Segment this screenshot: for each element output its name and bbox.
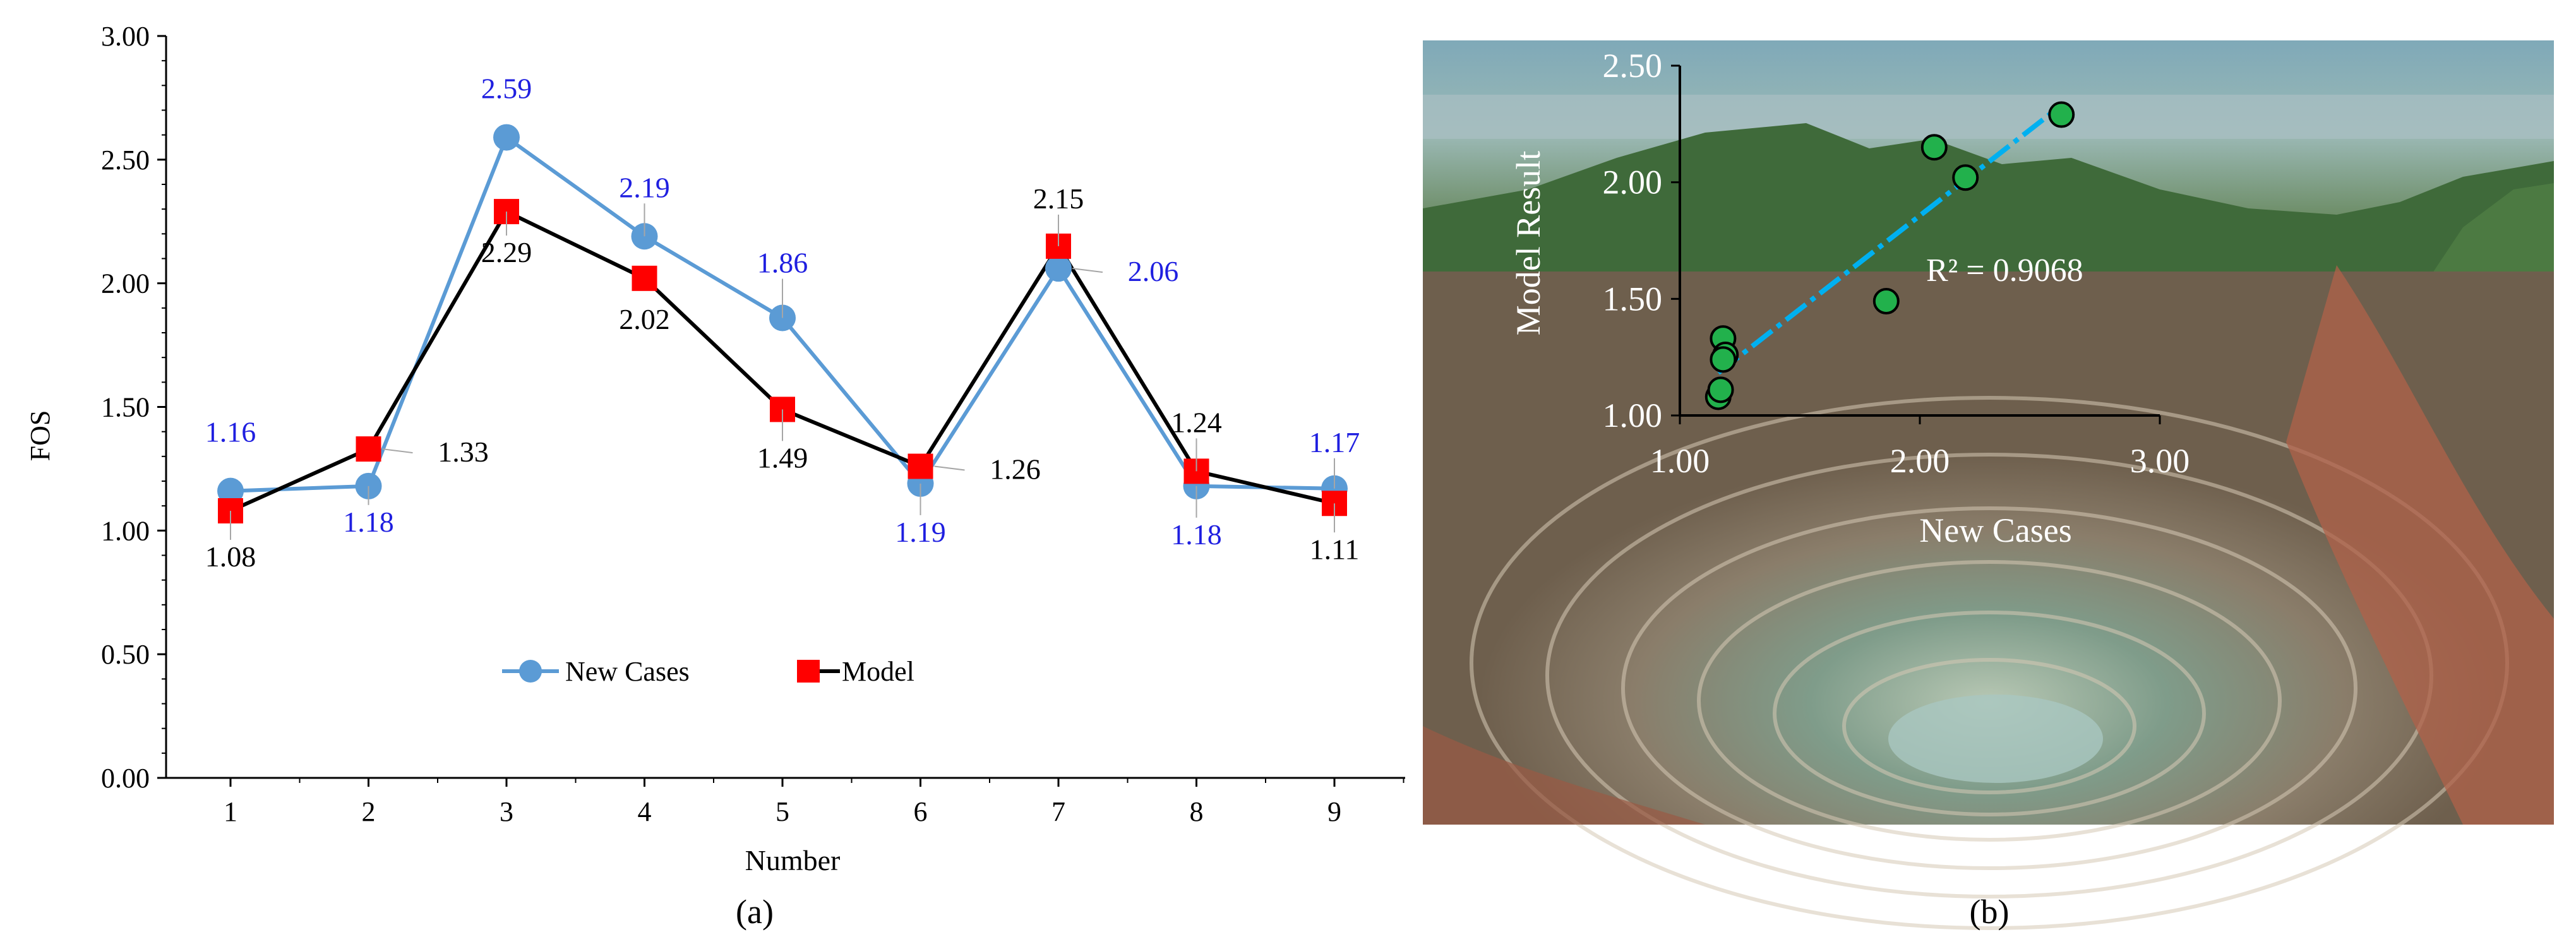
legend-model-marker [797, 660, 820, 683]
new-cases-data-label: 1.19 [895, 516, 946, 548]
y-tick-label: 0.00 [101, 763, 150, 794]
legend-new-cases-label: New Cases [565, 656, 690, 687]
model-data-label: 2.29 [481, 236, 532, 268]
y-tick-label: 2.00 [1603, 164, 1663, 201]
x-axis-title: Number [745, 844, 841, 876]
scatter-point [1952, 164, 1979, 191]
x-tick-label: 1 [224, 796, 237, 827]
x-tick-label: 2 [362, 796, 376, 827]
model-data-label: 1.33 [438, 436, 489, 468]
x-tick-label: 2.00 [1890, 442, 1950, 480]
y-tick-label: 3.00 [101, 21, 150, 52]
model-data-label: 1.24 [1171, 406, 1222, 438]
y-axis: 0.00 0.50 1.00 1.50 2.00 2.50 3.00 [101, 21, 167, 794]
mine-photo-background [1423, 40, 2554, 930]
panel-label-a: (a) [736, 893, 774, 931]
scatter-point [1707, 376, 1734, 403]
scatter-point [1710, 346, 1737, 373]
model-data-label: 1.08 [205, 540, 256, 573]
linear-trendline [1716, 103, 2063, 375]
y-tick-label: 2.50 [101, 145, 150, 176]
scatter-chart-model-vs-new-cases: 1.00 1.50 2.00 2.50 1.00 2.00 3.00 Model Resul… [1423, 40, 2554, 931]
new-cases-data-label: 2.19 [619, 171, 670, 203]
new-cases-data-label: 1.18 [1171, 518, 1222, 551]
data-labels: 1.16 1.18 2.59 2.19 1.86 1.19 2.06 1.18 1.17 1.08… [205, 73, 1360, 573]
model-data-label: 1.11 [1310, 533, 1360, 565]
new-cases-data-label: 2.59 [481, 73, 532, 105]
model-point [356, 436, 381, 462]
x-tick-label: 8 [1190, 796, 1204, 827]
trendline [1716, 103, 2063, 375]
y-tick-label: 1.00 [1603, 397, 1663, 434]
r-squared-annotation: R² = 0.9068 [1926, 253, 2083, 289]
x-tick-label: 3 [500, 796, 513, 827]
new-cases-data-label: 1.16 [205, 416, 256, 448]
x-axis-title: New Cases [1919, 511, 2071, 549]
y-axis-title: FOS [25, 410, 56, 462]
x-tick-label: 7 [1051, 796, 1065, 827]
y-axis-title: Model Result [1509, 151, 1547, 336]
model-data-label: 2.02 [619, 303, 670, 335]
y-tick-label: 1.00 [101, 515, 150, 546]
model-point [632, 265, 657, 291]
leader-line [1072, 268, 1103, 273]
leader-line [934, 465, 965, 471]
scatter-points [1704, 101, 2075, 410]
scatter-point [1920, 134, 1948, 161]
legend-new-cases-marker [519, 660, 542, 683]
x-tick-label: 9 [1327, 796, 1341, 827]
new-cases-point [217, 477, 244, 504]
leader-line [382, 448, 413, 454]
y-tick-label: 0.50 [101, 639, 150, 670]
legend: New Cases Model [502, 656, 914, 687]
scatter-axes: 1.00 1.50 2.00 2.50 1.00 2.00 3.00 [1603, 47, 2190, 480]
new-cases-point [493, 124, 520, 151]
model-point [908, 453, 933, 479]
x-tick-label: 3.00 [2130, 442, 2190, 480]
x-tick-label: 5 [776, 796, 789, 827]
y-tick-label: 1.50 [101, 392, 150, 423]
new-cases-data-label: 1.18 [343, 506, 394, 538]
model-data-label: 1.49 [757, 441, 808, 474]
line-chart-fos: 0.00 0.50 1.00 1.50 2.00 2.50 3.00 1 2 3 4 5 6 7 8 9 1… [25, 21, 1405, 931]
new-cases-point [1045, 255, 1072, 282]
new-cases-data-label: 1.17 [1309, 426, 1360, 458]
y-tick-label: 1.50 [1603, 280, 1663, 318]
scatter-point [2048, 101, 2075, 128]
legend-model-label: Model [842, 656, 914, 687]
new-cases-data-label: 1.86 [757, 247, 808, 279]
model-data-label: 2.15 [1033, 182, 1084, 215]
x-tick-label: 1.00 [1650, 442, 1710, 480]
model-data-label: 1.26 [990, 453, 1041, 486]
x-tick-label: 6 [914, 796, 928, 827]
y-tick-label: 2.50 [1603, 47, 1663, 85]
new-cases-data-label: 2.06 [1128, 255, 1179, 287]
scatter-point [1872, 288, 1900, 315]
y-tick-label: 2.00 [101, 268, 150, 299]
x-tick-label: 4 [638, 796, 652, 827]
x-axis: 1 2 3 4 5 6 7 8 9 [166, 777, 1405, 827]
panel-label-b: (b) [1970, 893, 2010, 931]
